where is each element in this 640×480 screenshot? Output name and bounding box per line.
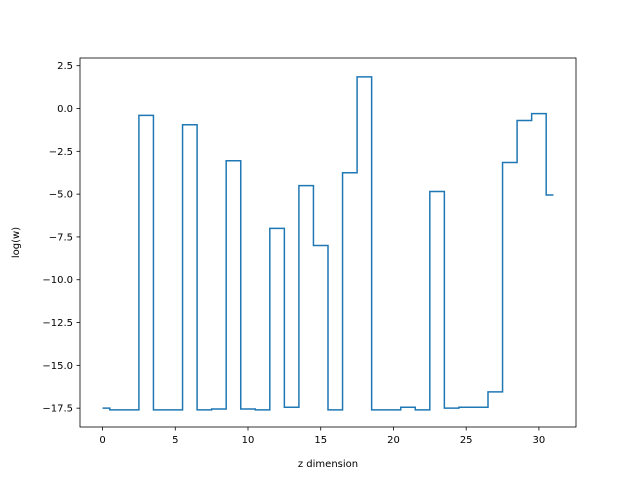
x-tick-label: 10 [242, 435, 255, 446]
y-tick-label: −10.0 [42, 275, 73, 286]
y-tick-label: 2.5 [57, 61, 73, 72]
x-tick-label: 15 [314, 435, 327, 446]
x-axis-label: z dimension [298, 459, 358, 470]
y-tick-label: −15.0 [42, 361, 73, 372]
x-axis-ticks: 0 5 10 15 20 25 30 [99, 427, 545, 446]
y-tick-label: −12.5 [42, 318, 73, 329]
series-line-0 [102, 76, 554, 411]
y-axis-ticks: 2.5 0.0 −2.5 −5.0 −7.5 −10.0 −12.5 −15.0 −17.5 [42, 61, 80, 415]
series-layer [102, 76, 554, 411]
y-tick-label: −17.5 [42, 404, 73, 415]
x-tick-label: 30 [533, 435, 546, 446]
plot-frame [79, 57, 577, 428]
y-tick-label: 0.0 [57, 104, 73, 115]
y-axis-label: log(w) [11, 227, 22, 258]
y-tick-label: −2.5 [49, 147, 73, 158]
x-tick-label: 0 [99, 435, 105, 446]
y-tick-label: −5.0 [49, 190, 73, 201]
x-tick-label: 25 [460, 435, 473, 446]
y-tick-label: −7.5 [49, 232, 73, 243]
x-tick-label: 5 [172, 435, 178, 446]
x-tick-label: 20 [387, 435, 400, 446]
